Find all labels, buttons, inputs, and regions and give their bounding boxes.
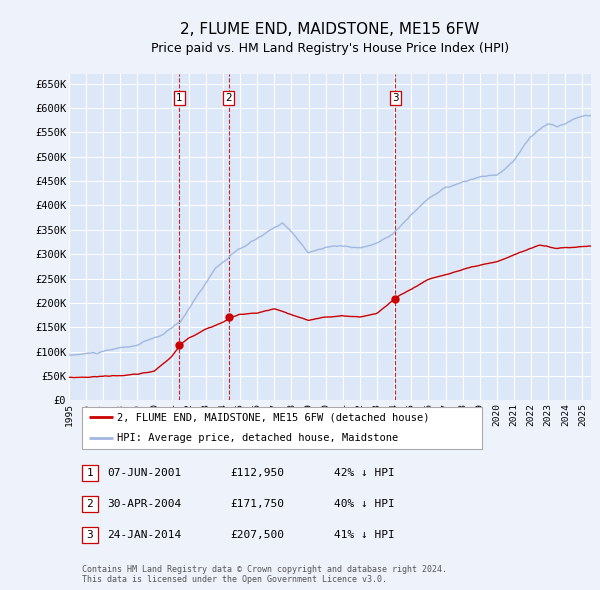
Text: 2, FLUME END, MAIDSTONE, ME15 6FW (detached house): 2, FLUME END, MAIDSTONE, ME15 6FW (detac… — [117, 412, 430, 422]
Text: 07-JUN-2001: 07-JUN-2001 — [107, 468, 182, 478]
Text: Contains HM Land Registry data © Crown copyright and database right 2024.
This d: Contains HM Land Registry data © Crown c… — [82, 565, 447, 584]
Text: Price paid vs. HM Land Registry's House Price Index (HPI): Price paid vs. HM Land Registry's House … — [151, 42, 509, 55]
Text: £171,750: £171,750 — [230, 499, 284, 509]
Text: 42% ↓ HPI: 42% ↓ HPI — [334, 468, 395, 478]
Text: 2, FLUME END, MAIDSTONE, ME15 6FW: 2, FLUME END, MAIDSTONE, ME15 6FW — [181, 22, 479, 37]
Text: 2: 2 — [86, 499, 93, 509]
Text: 24-JAN-2014: 24-JAN-2014 — [107, 530, 182, 540]
Text: HPI: Average price, detached house, Maidstone: HPI: Average price, detached house, Maid… — [117, 432, 398, 442]
Text: 41% ↓ HPI: 41% ↓ HPI — [334, 530, 395, 540]
Text: 1: 1 — [176, 93, 182, 103]
Bar — [82, 407, 482, 449]
Text: 2: 2 — [226, 93, 232, 103]
Text: 30-APR-2004: 30-APR-2004 — [107, 499, 182, 509]
Text: 3: 3 — [86, 530, 93, 540]
Bar — [82, 466, 98, 481]
Bar — [82, 527, 98, 543]
Text: £112,950: £112,950 — [230, 468, 284, 478]
Bar — [82, 496, 98, 512]
Text: 3: 3 — [392, 93, 398, 103]
Text: 1: 1 — [86, 468, 93, 478]
Text: £207,500: £207,500 — [230, 530, 284, 540]
Text: 40% ↓ HPI: 40% ↓ HPI — [334, 499, 395, 509]
